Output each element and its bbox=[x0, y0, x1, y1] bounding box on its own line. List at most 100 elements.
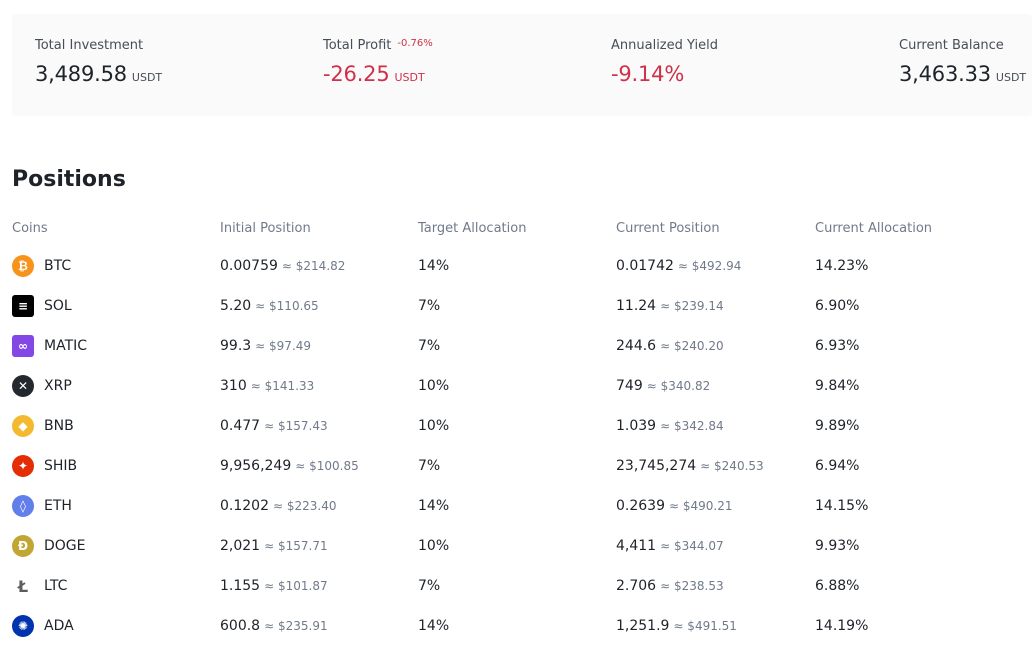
cardano-icon: ✺ bbox=[12, 615, 34, 637]
current-amount: 23,745,274 bbox=[616, 458, 697, 474]
initial-usd-value: ≈ $157.43 bbox=[264, 419, 328, 433]
xrp-icon: ✕ bbox=[12, 375, 34, 397]
table-row: ✦ SHIB 9,956,249 ≈ $100.85 7% 23,745,274 ≈ $24… bbox=[12, 446, 1032, 486]
current-balance-stat: Current Balance 3,463.33 USDT bbox=[899, 38, 1026, 86]
initial-amount: 600.8 bbox=[220, 618, 261, 634]
initial-amount: 9,956,249 bbox=[220, 458, 292, 474]
table-row: ₿ BTC 0.00759 ≈ $214.82 14% 0.01742 ≈ $492.94 1… bbox=[12, 246, 1032, 286]
initial-position-cell: 5.20 ≈ $110.65 bbox=[220, 286, 319, 326]
target-allocation: 7% bbox=[418, 338, 441, 354]
bnb-icon: ◆ bbox=[12, 415, 34, 437]
initial-usd-value: ≈ $214.82 bbox=[281, 259, 346, 273]
target-allocation: 7% bbox=[418, 458, 441, 474]
initial-position-cell: 0.1202 ≈ $223.40 bbox=[220, 486, 337, 526]
initial-amount: 0.1202 bbox=[220, 498, 269, 514]
current-allocation: 14.19% bbox=[815, 618, 869, 634]
initial-amount: 2,021 bbox=[220, 538, 261, 554]
initial-usd-value: ≈ $100.85 bbox=[295, 459, 359, 473]
current-position-cell: 11.24 ≈ $239.14 bbox=[616, 286, 724, 326]
current-allocation: 9.93% bbox=[815, 538, 860, 554]
target-allocation: 14% bbox=[418, 258, 450, 274]
column-header-coins: Coins bbox=[12, 221, 48, 236]
current-usd-value: ≈ $492.94 bbox=[677, 259, 742, 273]
current-amount: 11.24 bbox=[616, 298, 657, 314]
current-allocation: 14.23% bbox=[815, 258, 869, 274]
table-row: ◆ BNB 0.477 ≈ $157.43 10% 1.039 ≈ $342.84 9.89% bbox=[12, 406, 1032, 446]
bitcoin-icon: ₿ bbox=[12, 255, 34, 277]
total-profit-label: Total Profit bbox=[323, 38, 392, 53]
table-row: ≡ SOL 5.20 ≈ $110.65 7% 11.24 ≈ $239.14 6.90% bbox=[12, 286, 1032, 326]
initial-amount: 0.00759 bbox=[220, 258, 278, 274]
target-allocation: 14% bbox=[418, 618, 450, 634]
coin-cell: ₿ BTC bbox=[12, 246, 71, 286]
initial-amount: 5.20 bbox=[220, 298, 252, 314]
initial-position-cell: 99.3 ≈ $97.49 bbox=[220, 326, 311, 366]
current-amount: 0.01742 bbox=[616, 258, 674, 274]
initial-usd-value: ≈ $101.87 bbox=[264, 579, 328, 593]
current-allocation-cell: 6.94% bbox=[815, 446, 859, 486]
current-position-cell: 23,745,274 ≈ $240.53 bbox=[616, 446, 764, 486]
initial-amount: 310 bbox=[220, 378, 247, 394]
positions-table: Coins Initial Position Target Allocation… bbox=[12, 212, 1032, 646]
coin-cell: Ł LTC bbox=[12, 566, 67, 606]
target-allocation-cell: 14% bbox=[418, 606, 449, 646]
coin-cell: ≡ SOL bbox=[12, 286, 72, 326]
current-balance-unit: USDT bbox=[995, 71, 1027, 84]
current-allocation: 6.88% bbox=[815, 578, 860, 594]
current-amount: 1.039 bbox=[616, 418, 657, 434]
coin-cell: ∞ MATIC bbox=[12, 326, 87, 366]
annualized-yield-stat: Annualized Yield -9.14% bbox=[611, 38, 718, 86]
current-allocation: 9.89% bbox=[815, 418, 860, 434]
table-body: ₿ BTC 0.00759 ≈ $214.82 14% 0.01742 ≈ $492.94 1… bbox=[12, 246, 1032, 646]
current-amount: 1,251.9 bbox=[616, 618, 670, 634]
shiba-icon: ✦ bbox=[12, 455, 34, 477]
target-allocation-cell: 10% bbox=[418, 526, 449, 566]
total-profit-value: -26.25 bbox=[323, 62, 390, 86]
coin-name: ADA bbox=[44, 618, 74, 634]
table-row: ◊ ETH 0.1202 ≈ $223.40 14% 0.2639 ≈ $490.21 14.… bbox=[12, 486, 1032, 526]
current-allocation-cell: 14.15% bbox=[815, 486, 868, 526]
current-allocation-cell: 14.23% bbox=[815, 246, 868, 286]
current-usd-value: ≈ $240.20 bbox=[660, 339, 724, 353]
table-row: ✺ ADA 600.8 ≈ $235.91 14% 1,251.9 ≈ $491.51 14.… bbox=[12, 606, 1032, 646]
table-row: Ð DOGE 2,021 ≈ $157.71 10% 4,411 ≈ $344.07 9.93… bbox=[12, 526, 1032, 566]
target-allocation: 7% bbox=[418, 578, 441, 594]
total-investment-unit: USDT bbox=[131, 71, 163, 84]
target-allocation-cell: 10% bbox=[418, 406, 449, 446]
total-investment-value: 3,489.58 bbox=[35, 62, 127, 86]
target-allocation-cell: 7% bbox=[418, 286, 440, 326]
coin-name: XRP bbox=[44, 378, 72, 394]
current-position-cell: 1.039 ≈ $342.84 bbox=[616, 406, 724, 446]
annualized-yield-label: Annualized Yield bbox=[611, 38, 718, 53]
initial-usd-value: ≈ $110.65 bbox=[255, 299, 319, 313]
table-row: ✕ XRP 310 ≈ $141.33 10% 749 ≈ $340.82 9.84% bbox=[12, 366, 1032, 406]
coin-name: DOGE bbox=[44, 538, 86, 554]
current-allocation: 14.15% bbox=[815, 498, 869, 514]
initial-position-cell: 310 ≈ $141.33 bbox=[220, 366, 314, 406]
coin-cell: ✺ ADA bbox=[12, 606, 74, 646]
initial-amount: 0.477 bbox=[220, 418, 261, 434]
column-header-current-allocation: Current Allocation bbox=[815, 221, 933, 236]
current-allocation-cell: 9.93% bbox=[815, 526, 859, 566]
total-profit-unit: USDT bbox=[394, 71, 425, 84]
table-row: ∞ MATIC 99.3 ≈ $97.49 7% 244.6 ≈ $240.20 6.93% bbox=[12, 326, 1032, 366]
coin-name: BTC bbox=[44, 258, 72, 274]
column-header-target-allocation: Target Allocation bbox=[418, 221, 527, 236]
current-position-cell: 244.6 ≈ $240.20 bbox=[616, 326, 724, 366]
current-amount: 244.6 bbox=[616, 338, 657, 354]
table-row: Ł LTC 1.155 ≈ $101.87 7% 2.706 ≈ $238.53 6.88% bbox=[12, 566, 1032, 606]
current-allocation: 9.84% bbox=[815, 378, 860, 394]
coin-name: ETH bbox=[44, 498, 72, 514]
current-allocation-cell: 9.89% bbox=[815, 406, 859, 446]
initial-usd-value: ≈ $223.40 bbox=[273, 499, 337, 513]
total-investment-stat: Total Investment 3,489.58 USDT bbox=[35, 38, 162, 86]
target-allocation: 10% bbox=[418, 538, 450, 554]
target-allocation: 7% bbox=[418, 298, 441, 314]
coin-name: SHIB bbox=[44, 458, 78, 474]
polygon-icon: ∞ bbox=[12, 335, 34, 357]
initial-position-cell: 1.155 ≈ $101.87 bbox=[220, 566, 328, 606]
initial-position-cell: 2,021 ≈ $157.71 bbox=[220, 526, 328, 566]
target-allocation-cell: 7% bbox=[418, 326, 440, 366]
coin-cell: ✕ XRP bbox=[12, 366, 72, 406]
current-usd-value: ≈ $239.14 bbox=[660, 299, 724, 313]
